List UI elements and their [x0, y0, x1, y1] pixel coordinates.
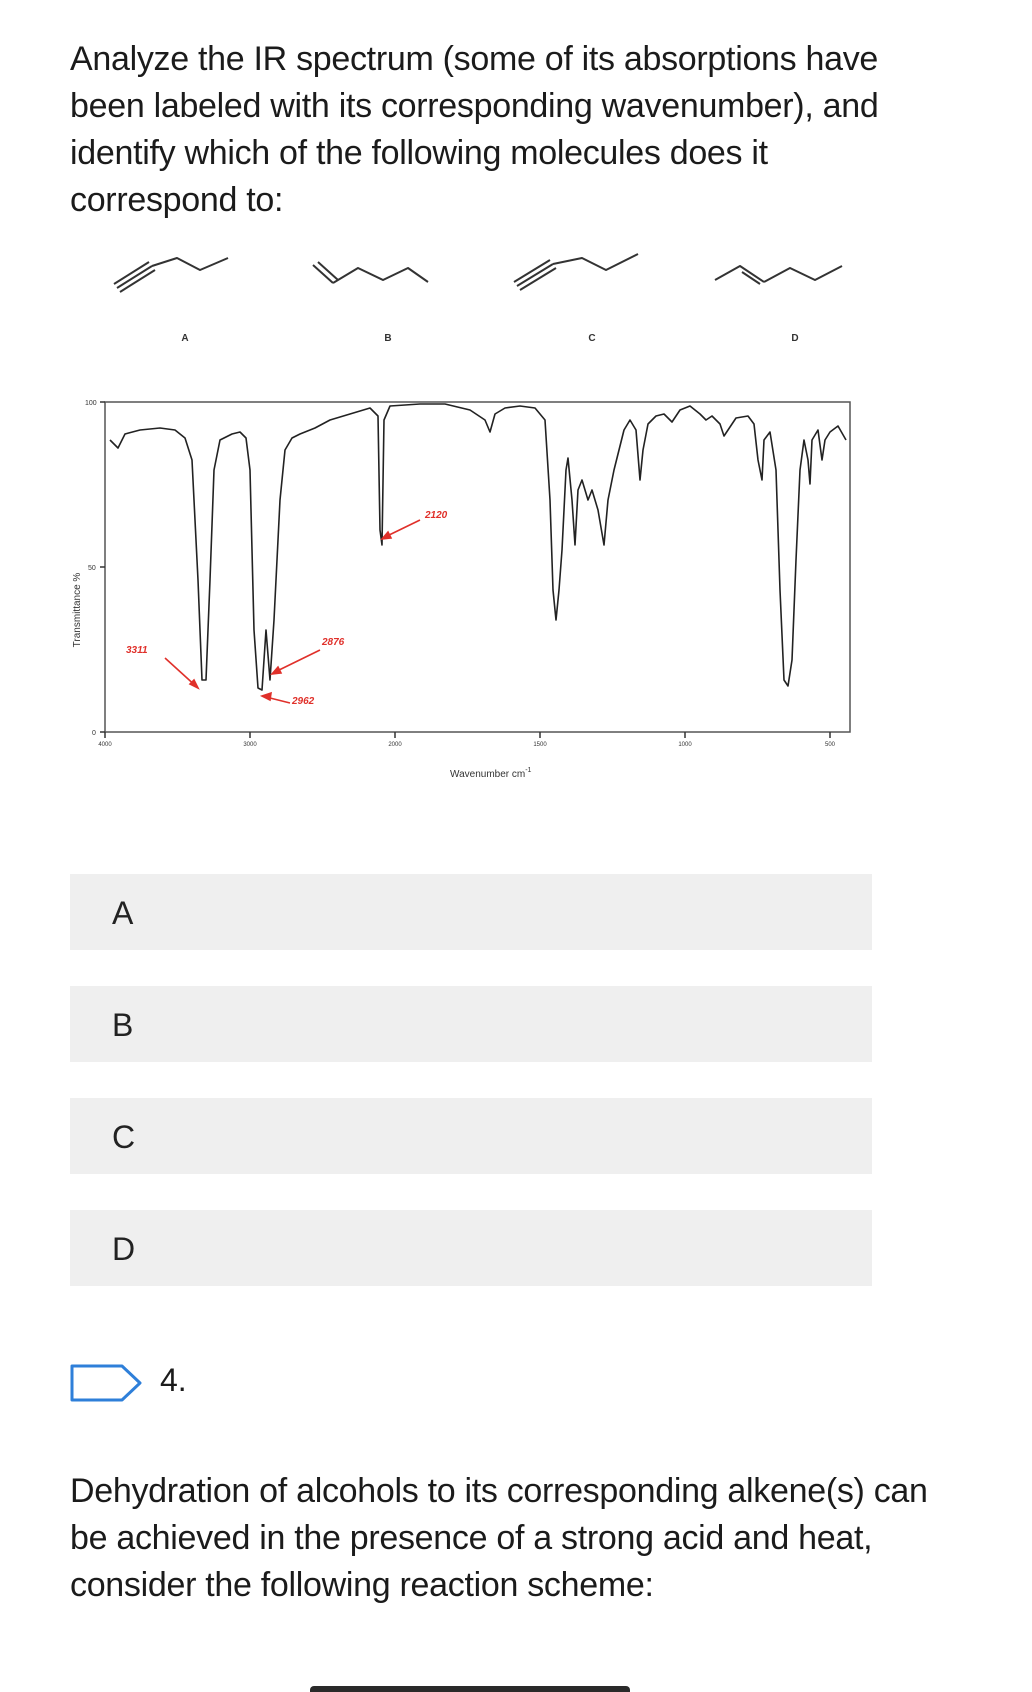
molecule-a-structure	[113, 257, 229, 293]
svg-text:2000: 2000	[388, 742, 402, 748]
molecule-drawings	[113, 253, 843, 293]
answer-options: A B C D	[70, 874, 872, 1322]
svg-text:3000: 3000	[243, 742, 257, 748]
svg-text:0: 0	[92, 730, 96, 737]
option-c[interactable]: C	[70, 1098, 872, 1174]
spectrum-trace	[109, 403, 847, 691]
svg-text:50: 50	[88, 565, 96, 572]
molecule-label-c: C	[588, 333, 596, 344]
svg-text:4000: 4000	[98, 742, 112, 748]
option-a-label: A	[112, 895, 134, 931]
x-axis-label: Wavenumber cm-1	[450, 767, 532, 780]
option-b[interactable]: B	[70, 986, 872, 1062]
option-a[interactable]: A	[70, 874, 872, 950]
y-axis-label: Transmittance %	[72, 573, 83, 648]
y-axis-ticks	[100, 401, 105, 733]
molecule-b-structure	[312, 261, 429, 284]
svg-text:1000: 1000	[678, 742, 692, 748]
y-tick-labels: 100 50 0	[85, 400, 97, 737]
plot-frame	[104, 401, 851, 733]
molecule-label-d: D	[791, 333, 799, 344]
annotation-2120: 2120	[424, 510, 448, 521]
x-tick-labels: 4000 3000 2000 1500 1000 500	[98, 742, 835, 748]
reaction-scheme-edge	[310, 1686, 630, 1692]
option-b-label: B	[112, 1007, 134, 1043]
molecule-d-structure	[714, 265, 843, 285]
annotation-2962: 2962	[291, 696, 315, 707]
svg-text:1500: 1500	[533, 742, 547, 748]
svg-text:100: 100	[85, 400, 97, 407]
svg-text:500: 500	[825, 742, 836, 748]
molecule-label-b: B	[384, 333, 392, 344]
option-d-label: D	[112, 1231, 136, 1267]
option-d[interactable]: D	[70, 1210, 872, 1286]
question-4-text: Dehydration of alcohols to its correspon…	[70, 1472, 928, 1604]
ir-spectrum-chart: 100 50 0 4000 3000 2000 1500 1000 500 Tr…	[72, 400, 851, 780]
molecule-label-a: A	[181, 333, 189, 344]
molecule-structures: A B C D	[0, 240, 1032, 360]
annotation-2876: 2876	[321, 637, 345, 648]
annotation-3311: 3311	[126, 645, 148, 656]
molecule-c-structure	[513, 253, 639, 291]
annotation-arrows	[164, 519, 421, 704]
annotation-labels: 3311 2962 2876 2120	[126, 510, 448, 707]
question-number: 4.	[160, 1362, 187, 1398]
option-c-label: C	[112, 1119, 136, 1155]
flag-icon[interactable]	[70, 1364, 142, 1402]
x-axis-ticks	[104, 732, 831, 738]
question-text: Analyze the IR spectrum (some of its abs…	[70, 40, 879, 219]
